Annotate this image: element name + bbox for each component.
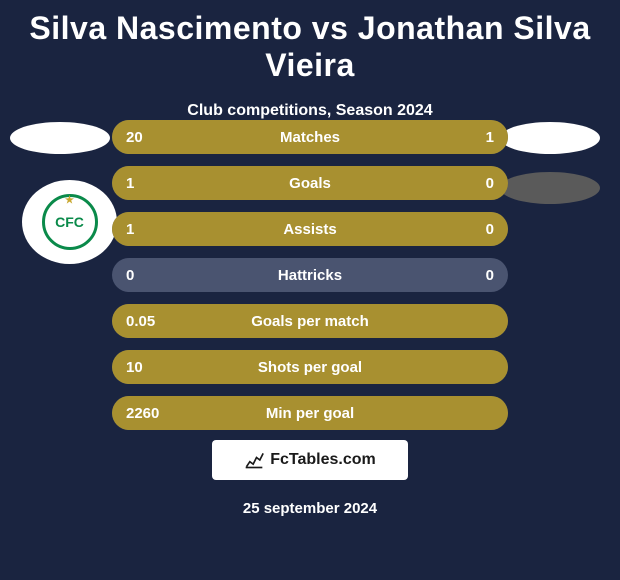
stat-row: 20Matches1	[112, 120, 508, 154]
stat-label: Goals per match	[112, 313, 508, 330]
stat-row: 10Shots per goal	[112, 350, 508, 384]
stat-row: 1Assists0	[112, 212, 508, 246]
stat-label: Shots per goal	[112, 359, 508, 376]
stat-value-right: 0	[486, 221, 494, 238]
stat-row: 0.05Goals per match	[112, 304, 508, 338]
watermark-text: FcTables.com	[270, 451, 376, 469]
watermark: FcTables.com	[212, 440, 408, 480]
club-2-badge-2	[500, 172, 600, 204]
star-icon: ★	[65, 195, 74, 206]
stat-label: Matches	[112, 129, 508, 146]
stat-value-right: 1	[486, 129, 494, 146]
comparison-date: 25 september 2024	[0, 500, 620, 517]
club-logo-text: CFC	[55, 214, 84, 230]
stat-label: Min per goal	[112, 405, 508, 422]
stat-label: Assists	[112, 221, 508, 238]
stat-row: 2260Min per goal	[112, 396, 508, 430]
comparison-subtitle: Club competitions, Season 2024	[0, 102, 620, 120]
stats-container: 20Matches11Goals01Assists00Hattricks00.0…	[112, 120, 508, 442]
club-logo-inner: ★ CFC	[42, 194, 98, 250]
stat-label: Goals	[112, 175, 508, 192]
comparison-title: Silva Nascimento vs Jonathan Silva Vieir…	[0, 0, 620, 84]
stat-label: Hattricks	[112, 267, 508, 284]
chart-icon	[244, 450, 264, 470]
club-1-badge-1	[10, 122, 110, 154]
club-1-logo: ★ CFC	[22, 180, 117, 264]
stat-row: 1Goals0	[112, 166, 508, 200]
stat-value-right: 0	[486, 175, 494, 192]
stat-row: 0Hattricks0	[112, 258, 508, 292]
stat-value-right: 0	[486, 267, 494, 284]
club-2-badge-1	[500, 122, 600, 154]
